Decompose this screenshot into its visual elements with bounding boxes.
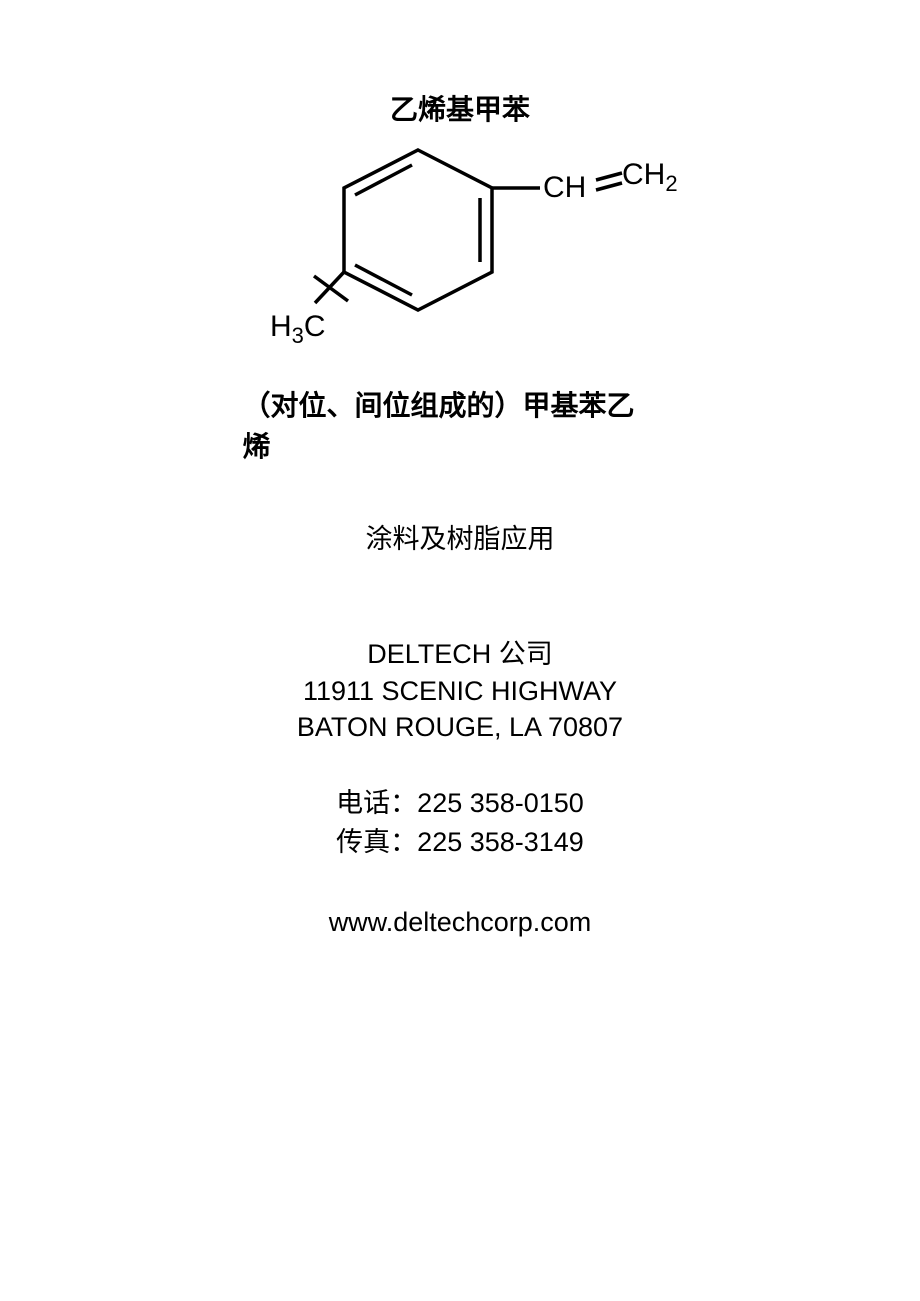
page-container: 乙烯基甲苯 CH CH2 H3C: [0, 0, 920, 938]
fax-line: 传真：225 358-3149: [336, 823, 584, 862]
website-text: www.deltechcorp.com: [329, 907, 592, 938]
company-name: DELTECH 公司: [297, 636, 623, 672]
label-ch2: CH2: [622, 158, 678, 197]
contact-block: 电话：225 358-0150 传真：225 358-3149: [336, 784, 584, 862]
h3c-h: H: [270, 310, 292, 343]
ch2-sub: 2: [665, 171, 677, 196]
subtitle-line2: 烯: [243, 427, 668, 468]
document-title: 乙烯基甲苯: [390, 88, 530, 128]
label-ch: CH: [543, 171, 586, 205]
company-name-suffix: 公司: [491, 639, 553, 669]
ch-text: CH: [543, 171, 586, 204]
label-h3c: H3C: [270, 310, 326, 349]
fax-label: 传真：: [336, 827, 417, 857]
address-line-1: 11911 SCENIC HIGHWAY: [297, 673, 623, 709]
application-text: 涂料及树脂应用: [366, 517, 555, 556]
phone-label: 电话：: [336, 788, 417, 818]
h3c-c: C: [304, 310, 326, 343]
phone-line: 电话：225 358-0150: [336, 784, 584, 823]
chemical-structure-diagram: CH CH2 H3C: [270, 138, 690, 368]
fax-value: 225 358-3149: [417, 827, 584, 857]
company-block: DELTECH 公司 11911 SCENIC HIGHWAY BATON RO…: [297, 636, 623, 745]
ch2-text: CH: [622, 158, 665, 191]
subtitle-line1: （对位、间位组成的）甲基苯乙: [243, 386, 668, 427]
subtitle-block: （对位、间位组成的）甲基苯乙 烯: [243, 386, 668, 467]
phone-value: 225 358-0150: [417, 788, 584, 818]
address-line-2: BATON ROUGE, LA 70807: [297, 709, 623, 745]
company-name-en: DELTECH: [367, 639, 491, 669]
h3c-sub: 3: [292, 323, 304, 348]
